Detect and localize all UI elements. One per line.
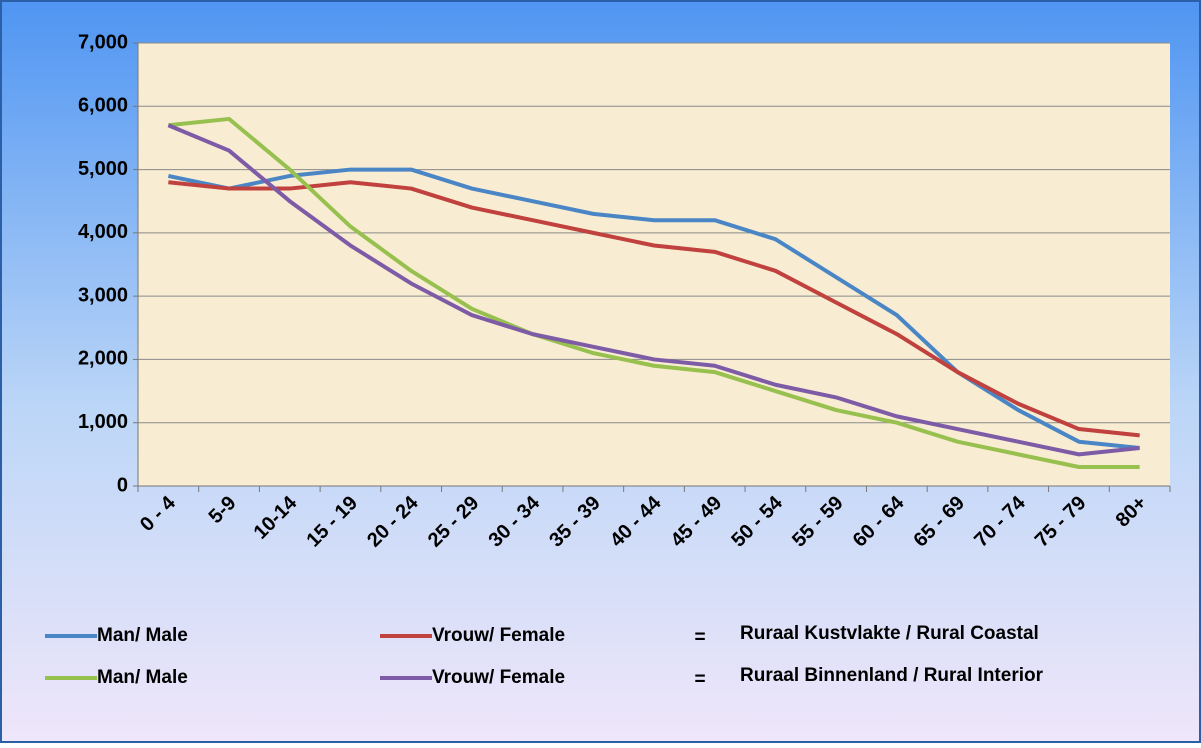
y-tick-label: 5,000 <box>78 158 128 180</box>
series-line <box>167 123 1140 457</box>
annotation-symbol: = <box>694 627 705 648</box>
plot-area <box>138 43 1170 486</box>
y-tick-label: 2,000 <box>78 348 128 370</box>
series-line <box>168 180 1140 438</box>
y-tick-label: 6,000 <box>78 95 128 117</box>
legend-label: Man/ Male <box>97 667 188 688</box>
legend-label: Vrouw/ Female <box>432 625 565 646</box>
annotation-text: Ruraal Binnenland / Rural Interior <box>740 665 1044 686</box>
y-tick-label: 7,000 <box>78 31 128 53</box>
annotation-text: Ruraal Kustvlakte / Rural Coastal <box>740 623 1039 644</box>
y-tick-label: 4,000 <box>78 221 128 243</box>
y-tick-label: 1,000 <box>78 411 128 433</box>
legend-label: Vrouw/ Female <box>432 667 565 688</box>
y-tick-label: 3,000 <box>78 284 128 306</box>
legend-label: Man/ Male <box>97 625 188 646</box>
annotation-symbol: = <box>694 669 705 690</box>
y-tick-label: 0 <box>117 474 128 496</box>
series-line <box>168 116 1140 470</box>
